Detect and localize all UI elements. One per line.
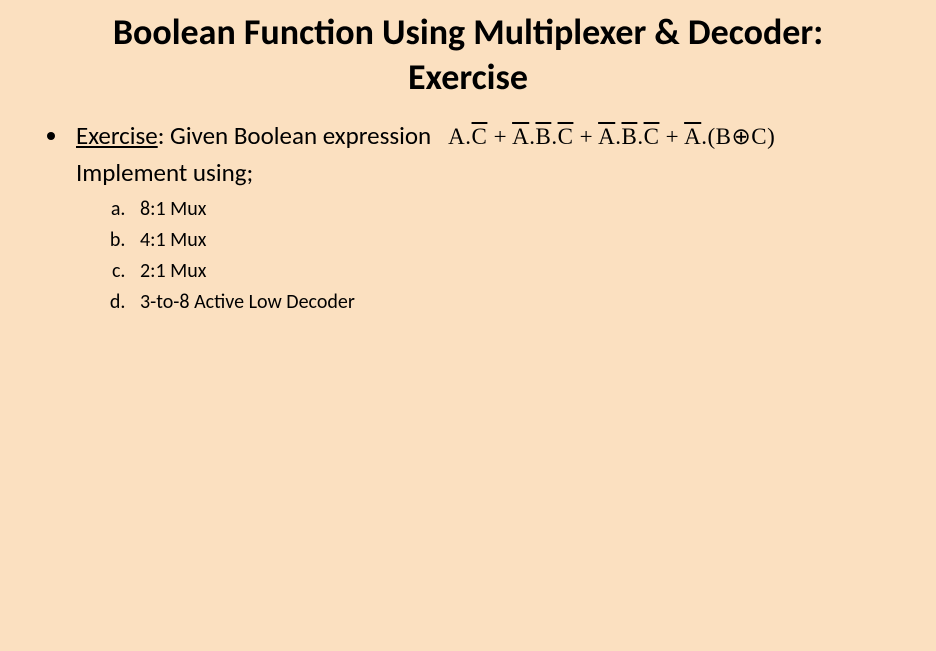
sub-item-c: 2:1 Mux [130, 256, 906, 287]
given-text: : Given Boolean expression [158, 120, 432, 151]
sub-item-a: 8:1 Mux [130, 194, 906, 225]
boolean-expression: A.C + A.B.C + A.B.C + A.(B⊕C) [448, 124, 775, 149]
body-list: Exercise: Given Boolean expression A.C +… [30, 118, 906, 318]
title-line-1: Boolean Function Using Multiplexer & Dec… [113, 10, 823, 54]
slide: Boolean Function Using Multiplexer & Dec… [0, 0, 936, 651]
sub-list: 8:1 Mux 4:1 Mux 2:1 Mux 3-to-8 Active Lo… [76, 194, 906, 318]
implement-text: Implement using; [76, 155, 906, 190]
title-line-2: Exercise [408, 55, 528, 99]
sub-item-b: 4:1 Mux [130, 225, 906, 256]
sub-item-d: 3-to-8 Active Low Decoder [130, 287, 906, 318]
slide-title: Boolean Function Using Multiplexer & Dec… [30, 10, 906, 100]
exercise-label: Exercise [76, 120, 158, 151]
exercise-item: Exercise: Given Boolean expression A.C +… [70, 118, 906, 318]
